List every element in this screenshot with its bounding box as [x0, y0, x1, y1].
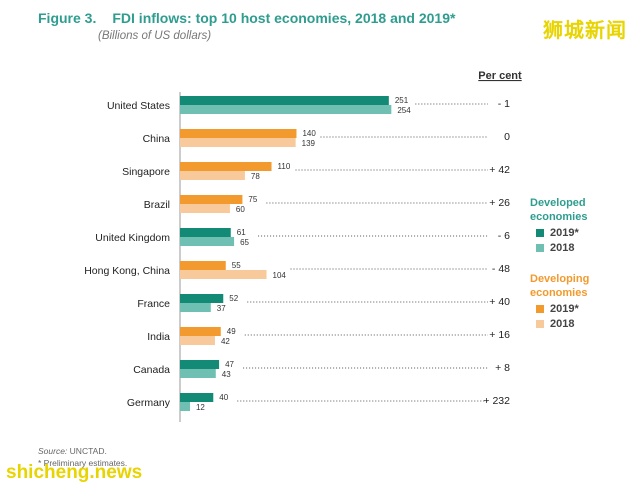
percent-change-label: + 42 — [489, 164, 510, 176]
data-label-2019: 75 — [248, 195, 257, 204]
legend-item-developed-2018: 2018 — [536, 242, 630, 254]
data-label-2018: 43 — [222, 370, 231, 379]
bar-2018 — [180, 270, 267, 279]
category-label: China — [143, 133, 171, 145]
legend-swatch — [536, 305, 544, 313]
legend-label: 2018 — [550, 242, 575, 254]
bar-2019 — [180, 96, 389, 105]
data-label-2018: 139 — [302, 139, 316, 148]
source-note: Source: UNCTAD. — [38, 446, 107, 456]
percent-change-label: + 16 — [489, 329, 510, 341]
data-label-2019: 49 — [227, 327, 236, 336]
bar-2019 — [180, 294, 224, 303]
category-label: United Kingdom — [95, 232, 170, 244]
legend-swatch — [536, 320, 544, 328]
bar-2018 — [180, 303, 211, 312]
data-label-2019: 140 — [302, 129, 316, 138]
bar-2019 — [180, 327, 221, 336]
bar-2018 — [180, 402, 190, 411]
data-label-2018: 37 — [217, 304, 226, 313]
category-label: Hong Kong, China — [84, 265, 170, 277]
bar-2019 — [180, 195, 243, 204]
legend-label: 2019* — [550, 227, 579, 239]
percent-change-label: + 26 — [489, 197, 510, 209]
percent-change-label: + 8 — [495, 362, 510, 374]
percent-change-label: 0 — [504, 131, 510, 143]
watermark-top: 狮城新闻 — [543, 20, 627, 42]
bar-2018 — [180, 336, 215, 345]
legend-swatch — [536, 229, 544, 237]
data-label-2018: 60 — [236, 205, 245, 214]
data-label-2019: 55 — [232, 261, 241, 270]
bar-2018 — [180, 171, 245, 180]
bar-2019 — [180, 261, 226, 270]
data-label-2019: 47 — [225, 360, 234, 369]
category-label: United States — [107, 100, 170, 112]
percent-change-label: - 6 — [498, 230, 510, 242]
legend-label: 2018 — [550, 318, 575, 330]
category-label: Canada — [133, 364, 170, 376]
data-label-2019: 251 — [395, 96, 409, 105]
percent-change-label: + 232 — [483, 395, 510, 407]
bar-2018 — [180, 369, 216, 378]
bar-2018 — [180, 204, 230, 213]
bar-2018 — [180, 105, 392, 114]
data-label-2019: 61 — [237, 228, 246, 237]
legend-developing-heading: Developing economies — [530, 273, 590, 299]
legend-label: 2019* — [550, 303, 579, 315]
legend-item-developing-2019: 2019* — [536, 303, 630, 315]
percent-change-label: + 40 — [489, 296, 510, 308]
legend-swatch — [536, 244, 544, 252]
data-label-2019: 110 — [278, 162, 291, 171]
bar-2018 — [180, 237, 235, 246]
legend-item-developing-2018: 2018 — [536, 318, 630, 330]
bar-2018 — [180, 138, 296, 147]
bar-2019 — [180, 129, 297, 138]
data-label-2018: 65 — [240, 238, 249, 247]
bar-2019 — [180, 360, 220, 369]
category-label: France — [137, 298, 170, 310]
percent-change-label: - 48 — [492, 263, 510, 275]
watermark-bottom: shicheng.news — [6, 462, 143, 483]
bar-2019 — [180, 162, 272, 171]
source-label: Source: — [38, 446, 68, 456]
percent-change-label: - 1 — [498, 98, 510, 110]
data-label-2018: 78 — [251, 172, 260, 181]
data-label-2019: 40 — [219, 393, 228, 402]
footnote: * Preliminary estimates. — [38, 458, 128, 468]
bar-2019 — [180, 228, 231, 237]
data-label-2018: 104 — [273, 271, 287, 280]
legend-item-developed-2019: 2019* — [536, 227, 630, 239]
figure-title: Figure 3. FDI inflows: top 10 host econom… — [38, 10, 455, 26]
data-label-2018: 42 — [221, 337, 230, 346]
figure-subtitle: (Billions of US dollars) — [98, 30, 212, 42]
data-label-2018: 12 — [196, 403, 205, 412]
category-label: India — [147, 331, 170, 343]
legend: Developed economies 2019* 2018 Developin… — [530, 196, 630, 330]
data-label-2018: 254 — [397, 106, 411, 115]
source-text: UNCTAD. — [69, 446, 107, 456]
figure-title-text: FDI inflows: top 10 host economies, 2018… — [112, 10, 456, 26]
category-label: Singapore — [122, 166, 170, 178]
category-label: Brazil — [144, 199, 170, 211]
category-label: Germany — [127, 397, 171, 409]
data-label-2019: 52 — [229, 294, 238, 303]
figure-number: Figure 3. — [38, 10, 97, 26]
percent-header: Per cent — [478, 70, 522, 82]
legend-developed-heading: Developed economies — [530, 197, 588, 223]
bar-2019 — [180, 393, 214, 402]
